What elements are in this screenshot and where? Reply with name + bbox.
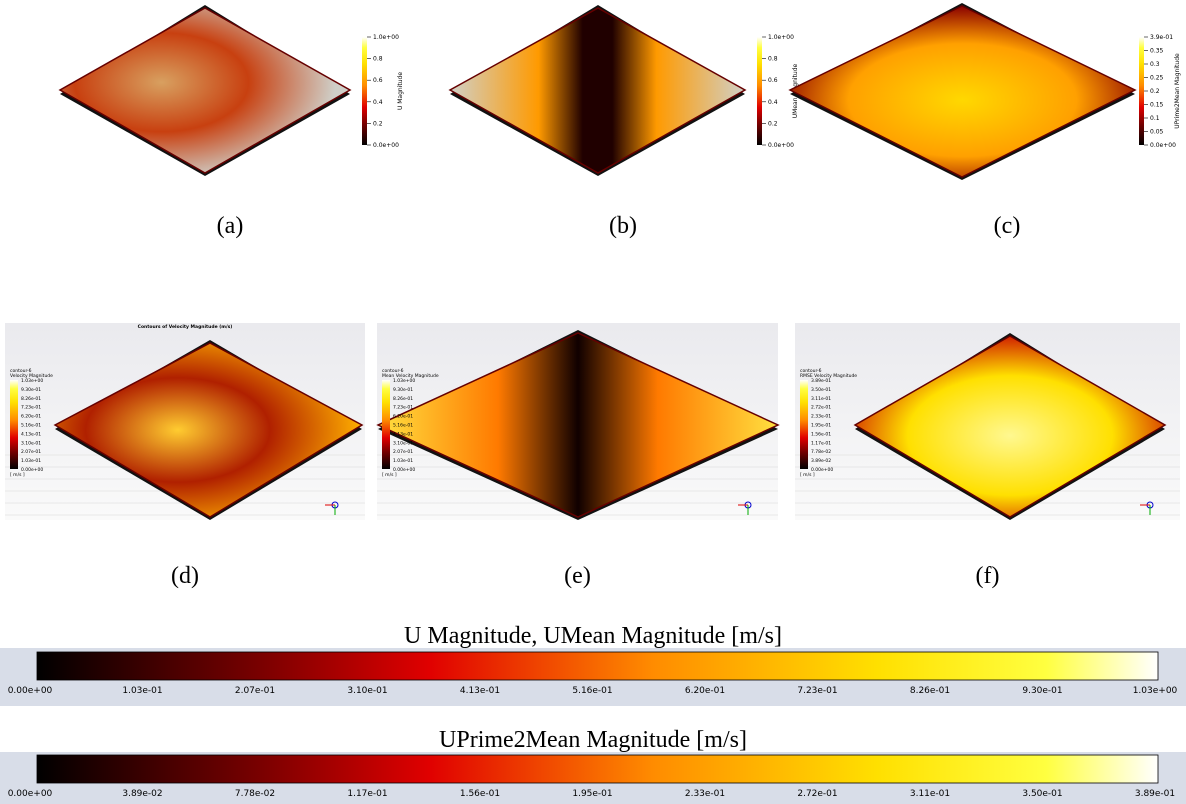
colorbar-tick-label: 1.95e-01 (572, 789, 612, 799)
legend-tick-label: 2.07e-01 (393, 449, 413, 455)
viewport-title: Contours of Velocity Magnitude (m/s) (138, 324, 233, 330)
subfigure-label: (a) (217, 213, 244, 239)
legend-tick-label: 7.78e-02 (811, 449, 831, 455)
colorbar-title: U Magnitude (397, 72, 404, 110)
figure: 1.0e+00 0.8 0.6 0.4 0.2 0.0e+00 U Magnitude (a)… (0, 0, 1186, 804)
legend-bar (10, 380, 18, 469)
colorbar-tick-label: 1.0e+00 (373, 34, 399, 41)
legend-tick-label: 2.07e-01 (21, 449, 41, 455)
legend-unit: [ m/s ] (10, 472, 25, 478)
legend-tick-label: 1.03e+00 (393, 378, 415, 384)
colorbar-tick-label: 3.50e-01 (1022, 789, 1062, 799)
colorbar-tick-label: 0.8 (768, 56, 778, 63)
colorbar-tick-label: 3.9e-01 (1150, 34, 1173, 41)
colorbar-tick-label: 7.23e-01 (797, 686, 837, 696)
legend-tick-label: 8.26e-01 (393, 396, 413, 402)
legend-tick-label: 3.89e-01 (811, 378, 831, 384)
colorbar-tick-label: 0.15 (1150, 102, 1164, 109)
colorbar-tick-label: 2.72e-01 (797, 789, 837, 799)
colorbar-tick-label: 2.07e-01 (235, 686, 275, 696)
contour-plate (60, 8, 350, 173)
legend-tick-label: 3.11e-01 (811, 396, 831, 402)
colorbar-tick-label: 0.2 (373, 120, 383, 127)
legend-tick-label: 2.72e-01 (811, 405, 831, 411)
legend-tick-label: 9.30e-01 (393, 387, 413, 393)
colorbar-tick-label: 0.00e+00 (8, 789, 53, 799)
colorbar-tick-label: 3.89e-01 (1135, 789, 1175, 799)
colorbar-tick-label: 0.4 (373, 99, 383, 106)
colorbar (37, 755, 1158, 783)
legend-tick-label: 1.95e-01 (811, 423, 831, 429)
colorbar-tick-label: 3.89e-02 (122, 789, 162, 799)
colorbar-tick-label: 0.2 (1150, 88, 1160, 95)
colorbar (37, 652, 1158, 680)
colorbar-tick-label: 6.20e-01 (685, 686, 725, 696)
legend-tick-label: 1.03e+00 (21, 378, 43, 384)
legend-tick-label: 3.50e-01 (811, 387, 831, 393)
colorbar-tick-label: 0.8 (373, 56, 383, 63)
colorbar-tick-label: 3.11e-01 (910, 789, 950, 799)
legend-tick-label: 9.30e-01 (21, 387, 41, 393)
colorbar (362, 37, 367, 145)
legend-tick-label: 1.03e-01 (393, 458, 413, 464)
colorbar-tick-label: 0.6 (768, 77, 778, 84)
legend-tick-label: 7.23e-01 (393, 405, 413, 411)
colorbar-tick-label: 3.10e-01 (347, 686, 387, 696)
colorbar-tick-label: 1.03e+00 (1133, 686, 1178, 696)
legend-tick-label: 8.26e-01 (21, 396, 41, 402)
legend-tick-label: 1.17e-01 (811, 440, 831, 446)
legend-tick-label: 3.89e-02 (811, 458, 831, 464)
legend-tick-label: 4.13e-01 (21, 431, 41, 437)
colorbar-tick-label: 5.16e-01 (572, 686, 612, 696)
colorbar-tick-label: 0.0e+00 (768, 142, 794, 149)
colorbar-tick-label: 1.03e-01 (122, 686, 162, 696)
contour-plate (450, 8, 745, 173)
colorbar-title: UPrime2Mean Magnitude (1174, 53, 1181, 129)
colorbar-tick-label: 0.00e+00 (8, 686, 53, 696)
legend-tick-label: 4.13e-01 (393, 431, 413, 437)
colorbar-tick-label: 0.4 (768, 99, 778, 106)
colorbar-tick-label: 8.26e-01 (910, 686, 950, 696)
colorbar-tick-label: 0.1 (1150, 115, 1160, 122)
colorbar-tick-label: 0.6 (373, 77, 383, 84)
contour-plate (790, 6, 1135, 177)
legend-tick-label: 7.23e-01 (21, 405, 41, 411)
colorbar-tick-label: 1.0e+00 (768, 34, 794, 41)
subfigure-label: (c) (994, 213, 1021, 239)
subfigure-label: (e) (564, 563, 591, 589)
legend-unit: [ m/s ] (382, 472, 397, 478)
colorbar-tick-label: 2.33e-01 (685, 789, 725, 799)
legend-unit: [ m/s ] (800, 472, 815, 478)
colorbar-tick-label: 7.78e-02 (235, 789, 275, 799)
colorbar-tick-label: 0.25 (1150, 75, 1164, 82)
subfigure-label: (d) (171, 563, 199, 589)
subfigure-label: (f) (976, 563, 1000, 589)
legend-bar (800, 380, 808, 469)
colorbar-tick-label: 0.05 (1150, 129, 1164, 136)
colorbar-tick-label: 1.56e-01 (460, 789, 500, 799)
colorbar-tick-label: 0.3 (1150, 61, 1160, 68)
legend-tick-label: 3.10e-01 (21, 440, 41, 446)
colorbar-tick-label: 0.2 (768, 120, 778, 127)
legend-tick-label: 1.03e-01 (21, 458, 41, 464)
legend-tick-label: 1.56e-01 (811, 431, 831, 437)
legend-tick-label: 6.20e-01 (393, 414, 413, 420)
colorbar (1139, 37, 1144, 145)
colorbar (757, 37, 762, 145)
colorbar-tick-label: 0.0e+00 (1150, 142, 1176, 149)
colorbar-tick-label: 9.30e-01 (1022, 686, 1062, 696)
colorbar-title: UPrime2Mean Magnitude [m/s] (439, 727, 747, 753)
legend-bar (382, 380, 390, 469)
colorbar-tick-label: 4.13e-01 (460, 686, 500, 696)
colorbar-tick-label: 0.0e+00 (373, 142, 399, 149)
subfigure-label: (b) (609, 213, 637, 239)
colorbar-title: U Magnitude, UMean Magnitude [m/s] (404, 623, 782, 649)
colorbar-tick-label: 1.17e-01 (347, 789, 387, 799)
legend-tick-label: 5.16e-01 (21, 423, 41, 429)
legend-tick-label: 5.16e-01 (393, 423, 413, 429)
legend-tick-label: 2.33e-01 (811, 414, 831, 420)
colorbar-tick-label: 0.35 (1150, 48, 1164, 55)
legend-tick-label: 6.20e-01 (21, 414, 41, 420)
legend-tick-label: 3.10e-01 (393, 440, 413, 446)
